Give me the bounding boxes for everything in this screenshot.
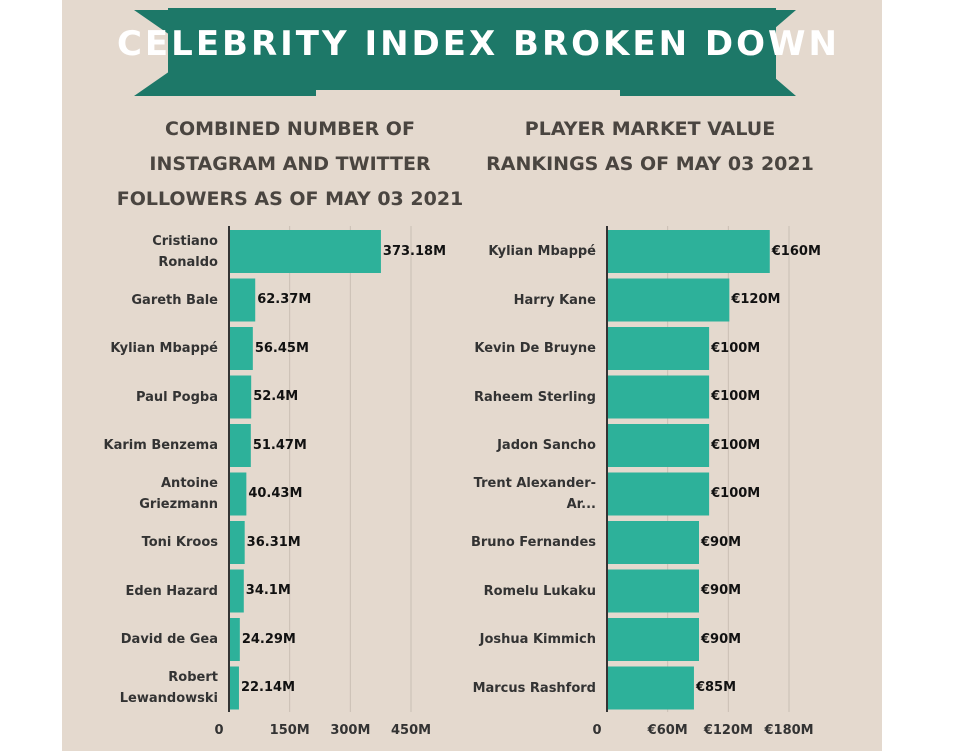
market-value-value-label: €120M [731, 292, 781, 307]
market-value-bar [608, 375, 710, 419]
main-title: CELEBRITY INDEX BROKEN DOWN [116, 24, 840, 64]
market-value-bar [608, 618, 699, 661]
followers-bar [230, 666, 239, 710]
followers-category-label: Eden Hazard [125, 583, 219, 599]
market-value-chart-title: PLAYER MARKET VALUE RANKINGS AS OF MAY 0… [486, 118, 814, 175]
market-value-value-label: €90M [701, 631, 742, 647]
followers-tick-label: 300M [330, 723, 371, 738]
banner-center [168, 8, 776, 90]
followers-category-label: Robert Lewandowski [119, 670, 218, 706]
followers-category-label: Paul Pogba [135, 389, 218, 405]
followers-value-label: 34.1M [245, 583, 291, 598]
followers-category-label: Antoine Griezmann [139, 476, 218, 512]
followers-value-label: 62.37M [257, 292, 312, 307]
followers-value-label: 56.45M [254, 340, 309, 356]
followers-chart-title: COMBINED NUMBER OF INSTAGRAM AND TWITTER… [116, 118, 464, 210]
followers-bar [230, 327, 253, 370]
followers-value-label: 40.43M [248, 486, 303, 501]
market-value-value-label: €100M [711, 340, 761, 356]
market-value-tick-label: €120M [703, 723, 753, 738]
market-value-category-label: Kylian Mbappé [488, 244, 596, 259]
followers-category-label: Cristiano Ronaldo [152, 233, 218, 270]
market-value-category-label: Romelu Lukaku [483, 583, 596, 599]
followers-bar [230, 618, 240, 661]
followers-bar [230, 278, 256, 322]
followers-bar [230, 375, 252, 419]
market-value-category-label: Harry Kane [513, 292, 596, 308]
market-value-bar [608, 424, 710, 467]
followers-value-label: 22.14M [240, 680, 296, 695]
market-value-value-label: €90M [701, 583, 742, 598]
market-value-value-label: €160M [771, 243, 821, 259]
background-panel [62, 0, 882, 751]
followers-bar [230, 424, 251, 467]
market-value-bar [608, 327, 710, 370]
market-value-category-label: Raheem Sterling [473, 389, 596, 405]
title-banner [134, 8, 796, 96]
market-value-tick-label: €60M [647, 723, 688, 738]
followers-value-label: 373.18M [382, 243, 447, 259]
market-value-category-label: Jadon Sancho [497, 438, 596, 453]
followers-category-label: Gareth Bale [131, 292, 218, 308]
followers-bar [230, 230, 381, 273]
market-value-bar [608, 230, 770, 273]
followers-category-label: Kylian Mbappé [110, 341, 218, 356]
market-value-category-label: Bruno Fernandes [470, 535, 596, 550]
followers-category-label: Toni Kroos [141, 535, 218, 550]
followers-bar [230, 521, 245, 564]
market-value-tick-label: 0 [592, 723, 602, 738]
followers-tick-label: 0 [214, 723, 224, 738]
market-value-bar [608, 569, 699, 613]
market-value-value-label: €90M [701, 534, 742, 550]
market-value-category-label: Marcus Rashford [472, 680, 596, 696]
market-value-value-label: €100M [711, 389, 761, 404]
market-value-category-label: Trent Alexander-Ar... [473, 476, 596, 512]
market-value-bar [608, 278, 730, 322]
followers-tick-label: 150M [269, 723, 310, 738]
market-value-category-label: Kevin De Bruyne [474, 341, 596, 356]
followers-bar [230, 569, 244, 613]
followers-category-label: Karim Benzema [103, 438, 218, 453]
followers-bar [230, 472, 247, 516]
followers-value-label: 51.47M [252, 437, 307, 453]
market-value-category-label: Joshua Kimmich [479, 632, 596, 647]
market-value-value-label: €100M [711, 486, 761, 501]
market-value-value-label: €85M [695, 680, 737, 695]
market-value-value-label: €100M [711, 437, 761, 453]
followers-value-label: 24.29M [241, 631, 296, 647]
followers-value-label: 52.4M [253, 389, 299, 404]
followers-tick-label: 450M [391, 723, 432, 738]
followers-value-label: 36.31M [246, 534, 301, 550]
market-value-bar [608, 472, 710, 516]
market-value-bar [608, 666, 694, 710]
market-value-bar [608, 521, 699, 564]
followers-category-label: David de Gea [120, 632, 218, 647]
market-value-tick-label: €180M [764, 723, 814, 738]
